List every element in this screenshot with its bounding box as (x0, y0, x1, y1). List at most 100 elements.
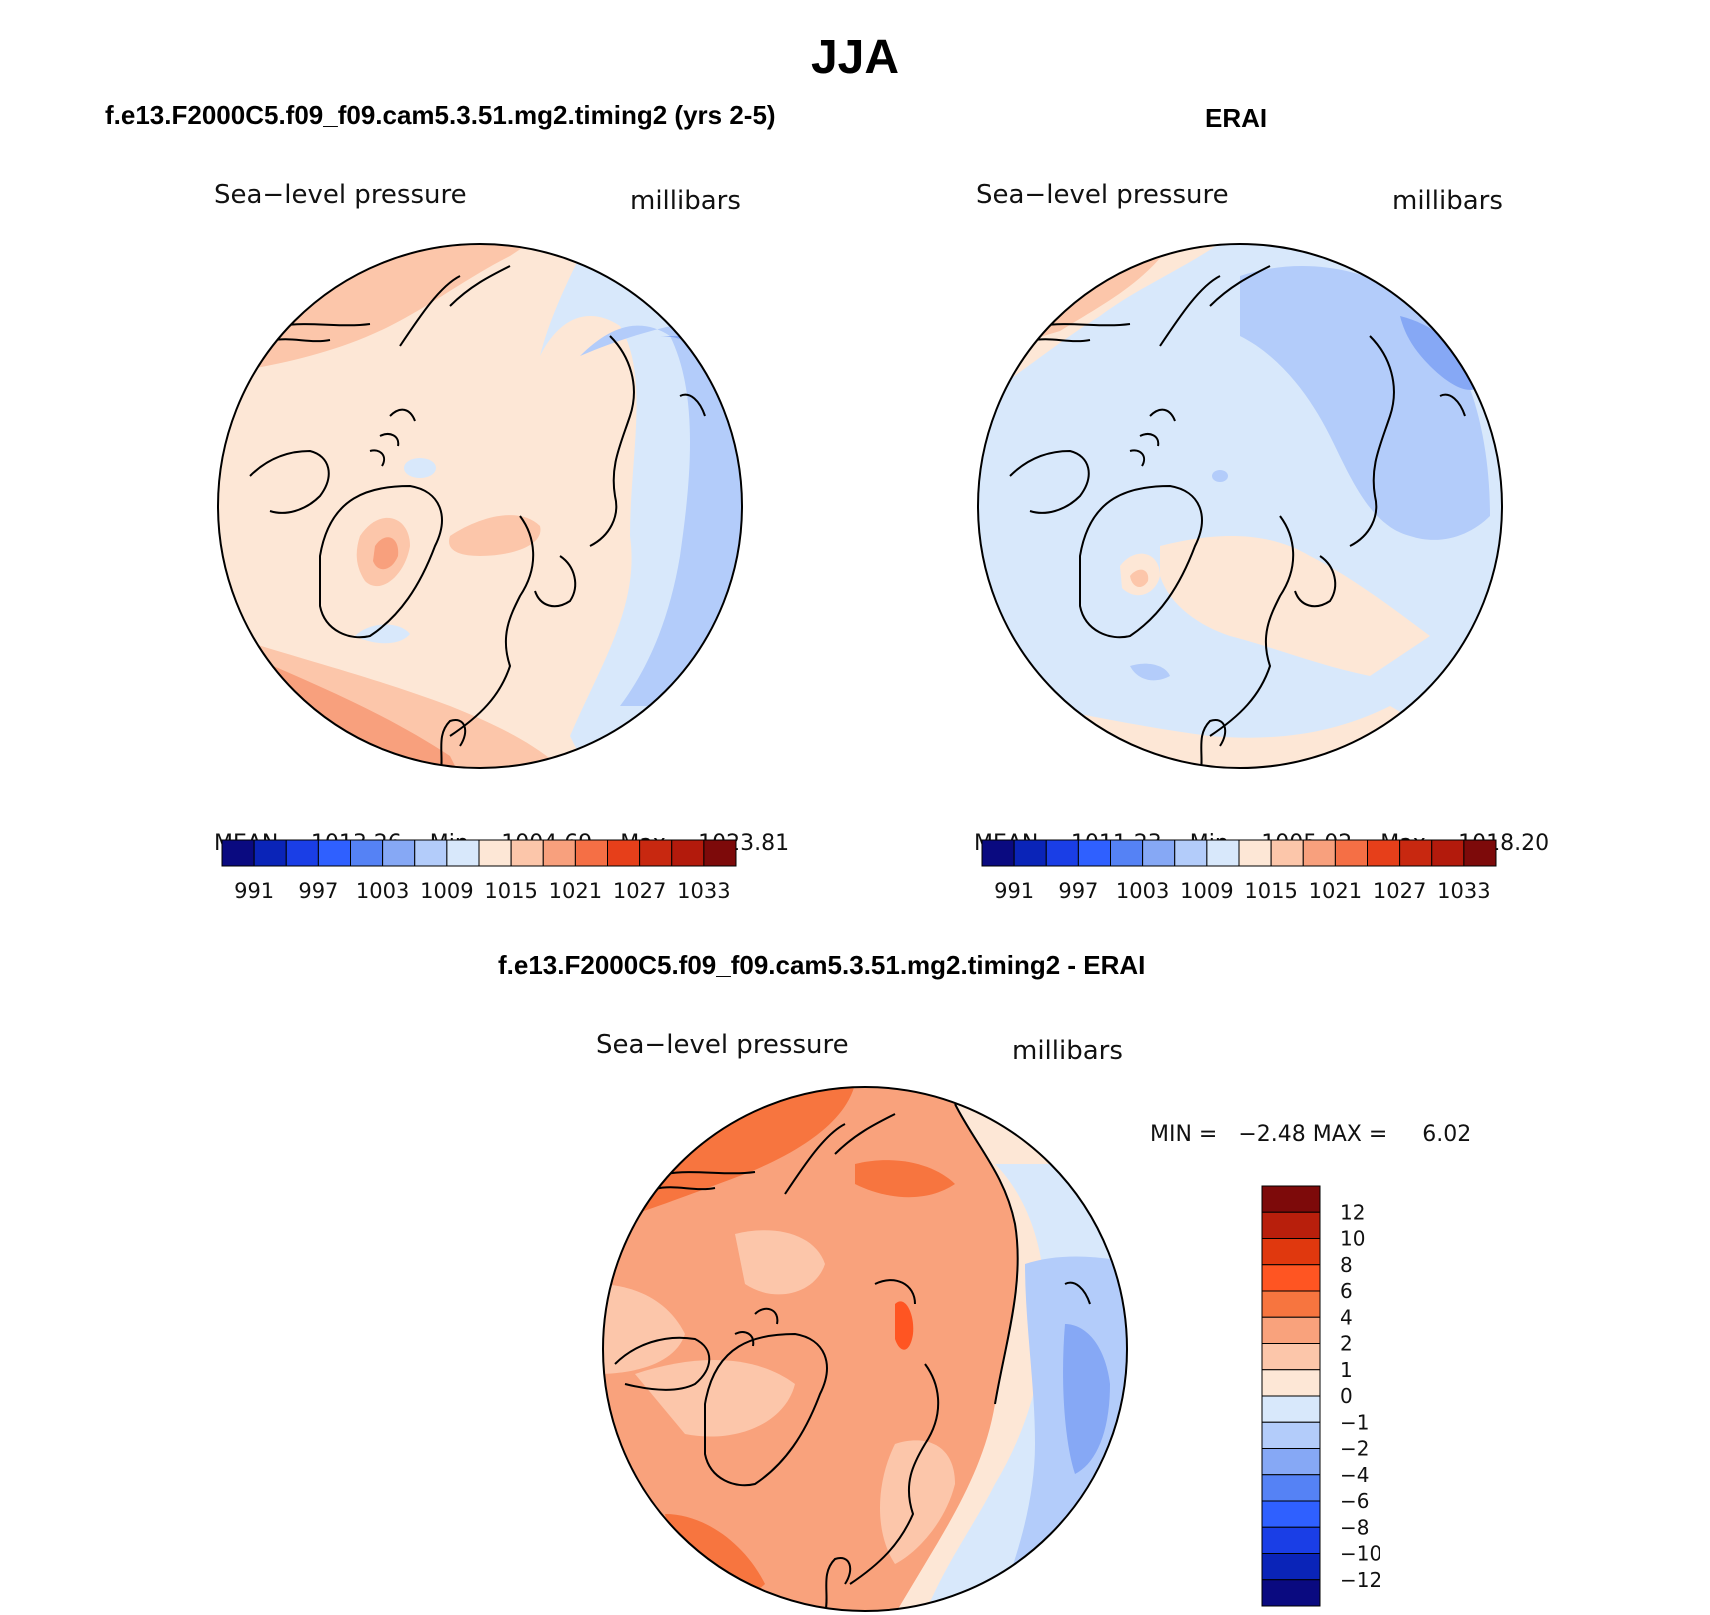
warm-region (855, 1160, 955, 1198)
colorbar-swatch (671, 839, 705, 867)
colorbar-swatch (639, 839, 673, 867)
colorbar-tick-label: 1021 (549, 879, 602, 903)
model-polar-map (217, 243, 743, 769)
colorbar-swatch (1174, 839, 1208, 867)
colorbar-swatch (1261, 1185, 1321, 1213)
colorbar-tick-label: 997 (298, 879, 338, 903)
colorbar-tick-label: 4 (1340, 1305, 1353, 1329)
warm-region (635, 1087, 855, 1214)
colorbar-tick-label: 6 (1340, 1279, 1353, 1303)
warm-region (635, 1360, 795, 1437)
colorbar-tick-label: −2 (1340, 1437, 1369, 1461)
colorbar-tick-label: 12 (1340, 1200, 1365, 1224)
colorbar-swatch (607, 839, 641, 867)
cool-region (1400, 316, 1480, 390)
cool-region (404, 458, 436, 478)
warm-region (250, 656, 460, 768)
colorbar-tick-label: 2 (1340, 1332, 1353, 1356)
colorbar-swatch (317, 839, 351, 867)
colorbar-swatch (1261, 1500, 1321, 1528)
model-variable-label: Sea−level pressure (214, 180, 467, 210)
colorbar-tick-label: 1009 (420, 879, 473, 903)
colorbar-tick-label: 1009 (1180, 879, 1233, 903)
colorbar-tick-label: −4 (1340, 1463, 1369, 1487)
colorbar-swatch (1261, 1553, 1321, 1581)
colorbar-swatch (1399, 839, 1433, 867)
colorbar-swatch (1302, 839, 1336, 867)
diff-variable-label: Sea−level pressure (596, 1030, 849, 1060)
colorbar-swatch (1261, 1316, 1321, 1344)
warm-region (1130, 569, 1149, 588)
colorbar-tick-label: 1003 (356, 879, 409, 903)
colorbar-tick-label: −8 (1340, 1515, 1369, 1539)
erai-panel-title: ERAI (1205, 103, 1268, 133)
erai-colorbar: 991 997 1003 1009 1015 1021 1027 1033 (981, 839, 1497, 903)
colorbar-swatch (414, 839, 448, 867)
colorbar-swatch (542, 839, 576, 867)
colorbar-swatch (1110, 839, 1144, 867)
colorbar-swatch (1261, 1448, 1321, 1476)
colorbar-tick-label: 1015 (1244, 879, 1297, 903)
colorbar-swatch (703, 839, 737, 867)
colorbar-swatch (1206, 839, 1240, 867)
page-title: JJA (810, 31, 900, 84)
map-boundary (217, 243, 743, 769)
colorbar-swatch (1431, 839, 1465, 867)
colorbar-swatch (1261, 1238, 1321, 1266)
diff-minmax: MIN = −2.48 MAX = 6.02 (1150, 1122, 1472, 1147)
warm-region (373, 537, 399, 570)
colorbar-tick-label: 10 (1340, 1227, 1365, 1251)
warm-region (603, 1284, 685, 1374)
colorbar-swatch (1261, 1264, 1321, 1292)
colorbar-swatch (1261, 1211, 1321, 1239)
colorbar-tick-label: −1 (1340, 1410, 1369, 1434)
colorbar-tick-label: 1003 (1116, 879, 1169, 903)
diff-panel-title: f.e13.F2000C5.f09_f09.cam5.3.51.mg2.timi… (498, 950, 1146, 980)
colorbar-swatch (574, 839, 608, 867)
map-boundary (977, 243, 1503, 769)
colorbar-tick-label: 0 (1340, 1384, 1353, 1408)
warm-region (218, 244, 540, 396)
colorbar-swatch (478, 839, 512, 867)
colorbar-swatch (510, 839, 544, 867)
colorbar-swatch (285, 839, 319, 867)
warm-region (230, 636, 570, 768)
model-panel-title: f.e13.F2000C5.f09_f09.cam5.3.51.mg2.timi… (105, 100, 776, 130)
cool-region (1130, 663, 1170, 681)
cool-region (580, 316, 742, 706)
colorbar-tick-label: 1015 (484, 879, 537, 903)
colorbar-swatch (253, 839, 287, 867)
colorbar-tick-label: 1027 (613, 879, 666, 903)
diff-units-label: millibars (1012, 1036, 1123, 1066)
colorbar-tick-label: 997 (1058, 879, 1098, 903)
colorbar-swatch (446, 839, 480, 867)
colorbar-swatch (1013, 839, 1047, 867)
colorbar-swatch (1077, 839, 1111, 867)
erai-polar-map (977, 243, 1503, 769)
colorbar-swatch (1261, 1474, 1321, 1502)
cool-region (1212, 470, 1228, 482)
colorbar-tick-label: −12 (1340, 1568, 1380, 1592)
colorbar-tick-label: 991 (234, 879, 274, 903)
colorbar-tick-label: 1033 (677, 879, 730, 903)
colorbar-swatch (1261, 1421, 1321, 1449)
warm-region (895, 1301, 914, 1350)
model-colorbar: 991 997 1003 1009 1015 1021 1027 1033 (221, 839, 737, 903)
coastlines (249, 265, 706, 768)
warm-region (1160, 536, 1430, 676)
warm-region (735, 1230, 825, 1295)
map-boundary (602, 1086, 1128, 1612)
colorbar-swatch (1261, 1526, 1321, 1554)
colorbar-swatch (1261, 1579, 1321, 1607)
colorbar-swatch (1270, 839, 1304, 867)
colorbar-swatch (1367, 839, 1401, 867)
colorbar-swatch (382, 839, 416, 867)
colorbar-tick-label: 1 (1340, 1358, 1353, 1382)
diff-polar-map (602, 1086, 1128, 1612)
colorbar-swatch (1238, 839, 1272, 867)
erai-units-label: millibars (1392, 186, 1503, 216)
colorbar-swatch (1463, 839, 1497, 867)
colorbar-swatch (1261, 1290, 1321, 1318)
coastlines (614, 1103, 1091, 1611)
